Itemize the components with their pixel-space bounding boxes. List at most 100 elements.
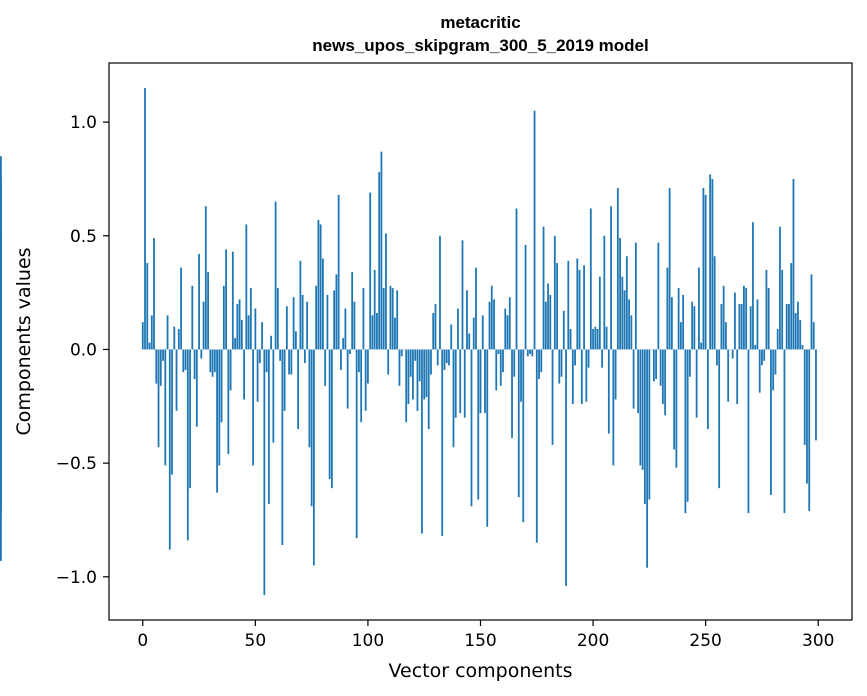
bar-component-162 <box>506 315 509 350</box>
bar-component-3 <box>148 342 151 350</box>
bar-component-195 <box>580 349 583 405</box>
bar-component-191 <box>571 349 574 405</box>
bar-component-63 <box>283 349 286 411</box>
bar-component-33 <box>216 349 218 493</box>
bar-component-143 <box>463 349 466 418</box>
bar-component-192 <box>574 349 576 366</box>
bar-component-267 <box>743 285 745 350</box>
bar-component-102 <box>371 315 374 350</box>
bar-component-208 <box>610 206 612 350</box>
bar-component-81 <box>324 349 327 386</box>
bar-component-170 <box>524 244 527 350</box>
bar-component-1 <box>144 88 146 350</box>
bar-component-149 <box>477 349 480 500</box>
bar-component-60 <box>276 288 279 350</box>
y-tick-label: 0.5 <box>70 227 97 247</box>
bar-component-141 <box>459 349 462 414</box>
bar-component-99 <box>364 349 367 411</box>
bar-component-142 <box>461 240 464 350</box>
bar-component-268 <box>745 288 748 350</box>
bar-component-28 <box>204 206 207 350</box>
bar-component-234 <box>668 188 671 350</box>
bar-component-undefined <box>0 349 2 507</box>
bar-component-38 <box>227 349 230 455</box>
bar-component-257 <box>720 303 723 350</box>
bar-component-255 <box>716 349 718 366</box>
bar-component-53 <box>261 322 263 350</box>
bar-component-293 <box>801 344 804 350</box>
bar-component-14 <box>173 326 176 350</box>
bar-component-145 <box>468 333 471 350</box>
bar-component-250 <box>704 194 707 350</box>
bar-component-51 <box>256 349 259 402</box>
bar-component-265 <box>738 303 741 350</box>
bar-component-283 <box>779 226 781 350</box>
bar-component-197 <box>585 349 588 402</box>
bar-component-105 <box>378 172 381 350</box>
bar-component-244 <box>691 301 694 350</box>
bar-component-207 <box>607 349 610 434</box>
bar-component-230 <box>659 349 662 386</box>
bar-component-44 <box>240 319 243 350</box>
bar-component-25 <box>198 253 200 350</box>
bar-component-194 <box>578 269 581 350</box>
bar-component-266 <box>740 303 743 350</box>
bar-component-232 <box>664 349 667 416</box>
bar-component-79 <box>319 224 322 350</box>
bar-component-11 <box>166 315 169 350</box>
bar-component-296 <box>808 349 811 511</box>
bar-component-52 <box>258 349 261 364</box>
bar-component-297 <box>810 274 813 350</box>
bar-component-219 <box>634 242 637 350</box>
bar-component-83 <box>328 349 331 480</box>
bar-component-177 <box>540 349 543 373</box>
x-tick-label: 150 <box>464 631 496 651</box>
x-tick-label: 250 <box>689 631 721 651</box>
bar-component-274 <box>758 349 761 393</box>
bar-component-153 <box>486 349 489 527</box>
bar-component-160 <box>502 349 504 373</box>
bar-component-292 <box>799 319 802 350</box>
bar-component-125 <box>423 349 426 400</box>
bar-component-176 <box>538 349 540 380</box>
bar-component-227 <box>652 349 655 382</box>
bar-component-164 <box>511 349 513 439</box>
bar-component-282 <box>776 329 779 350</box>
bar-component-148 <box>475 267 477 350</box>
y-axis-label: Components values <box>13 247 35 435</box>
x-tick-label: 300 <box>802 631 834 651</box>
bar-component-13 <box>171 349 173 475</box>
bar-component-243 <box>688 349 691 377</box>
bar-component-47 <box>247 315 250 350</box>
bar-component-253 <box>711 178 714 350</box>
bar-component-36 <box>222 285 225 350</box>
bar-component-209 <box>612 349 615 466</box>
bar-component-225 <box>648 349 651 500</box>
bar-component-259 <box>725 322 727 350</box>
bar-component-2 <box>146 263 149 350</box>
bar-component-100 <box>367 349 369 384</box>
bar-component-175 <box>535 349 538 543</box>
bar-component-8 <box>159 349 162 386</box>
bar-component-280 <box>772 349 775 391</box>
bar-component-140 <box>457 308 459 350</box>
bar-component-154 <box>488 301 491 350</box>
bar-component-86 <box>335 274 338 350</box>
bar-component-279 <box>770 349 772 495</box>
bar-component-111 <box>391 288 394 350</box>
bar-component-62 <box>281 349 284 545</box>
bar-component-173 <box>531 349 534 357</box>
bar-component-179 <box>544 301 547 350</box>
bar-component-128 <box>430 349 432 375</box>
bar-component-138 <box>452 349 455 448</box>
bar-component-206 <box>605 326 608 350</box>
bar-component-277 <box>765 269 768 350</box>
bar-component-284 <box>781 269 784 350</box>
bar-component-37 <box>225 249 227 350</box>
bar-component-273 <box>756 299 759 350</box>
bar-component-90 <box>344 308 347 350</box>
bar-component-undefined <box>0 349 2 386</box>
bar-component-114 <box>398 349 401 386</box>
y-tick-label: −1.0 <box>56 568 97 588</box>
